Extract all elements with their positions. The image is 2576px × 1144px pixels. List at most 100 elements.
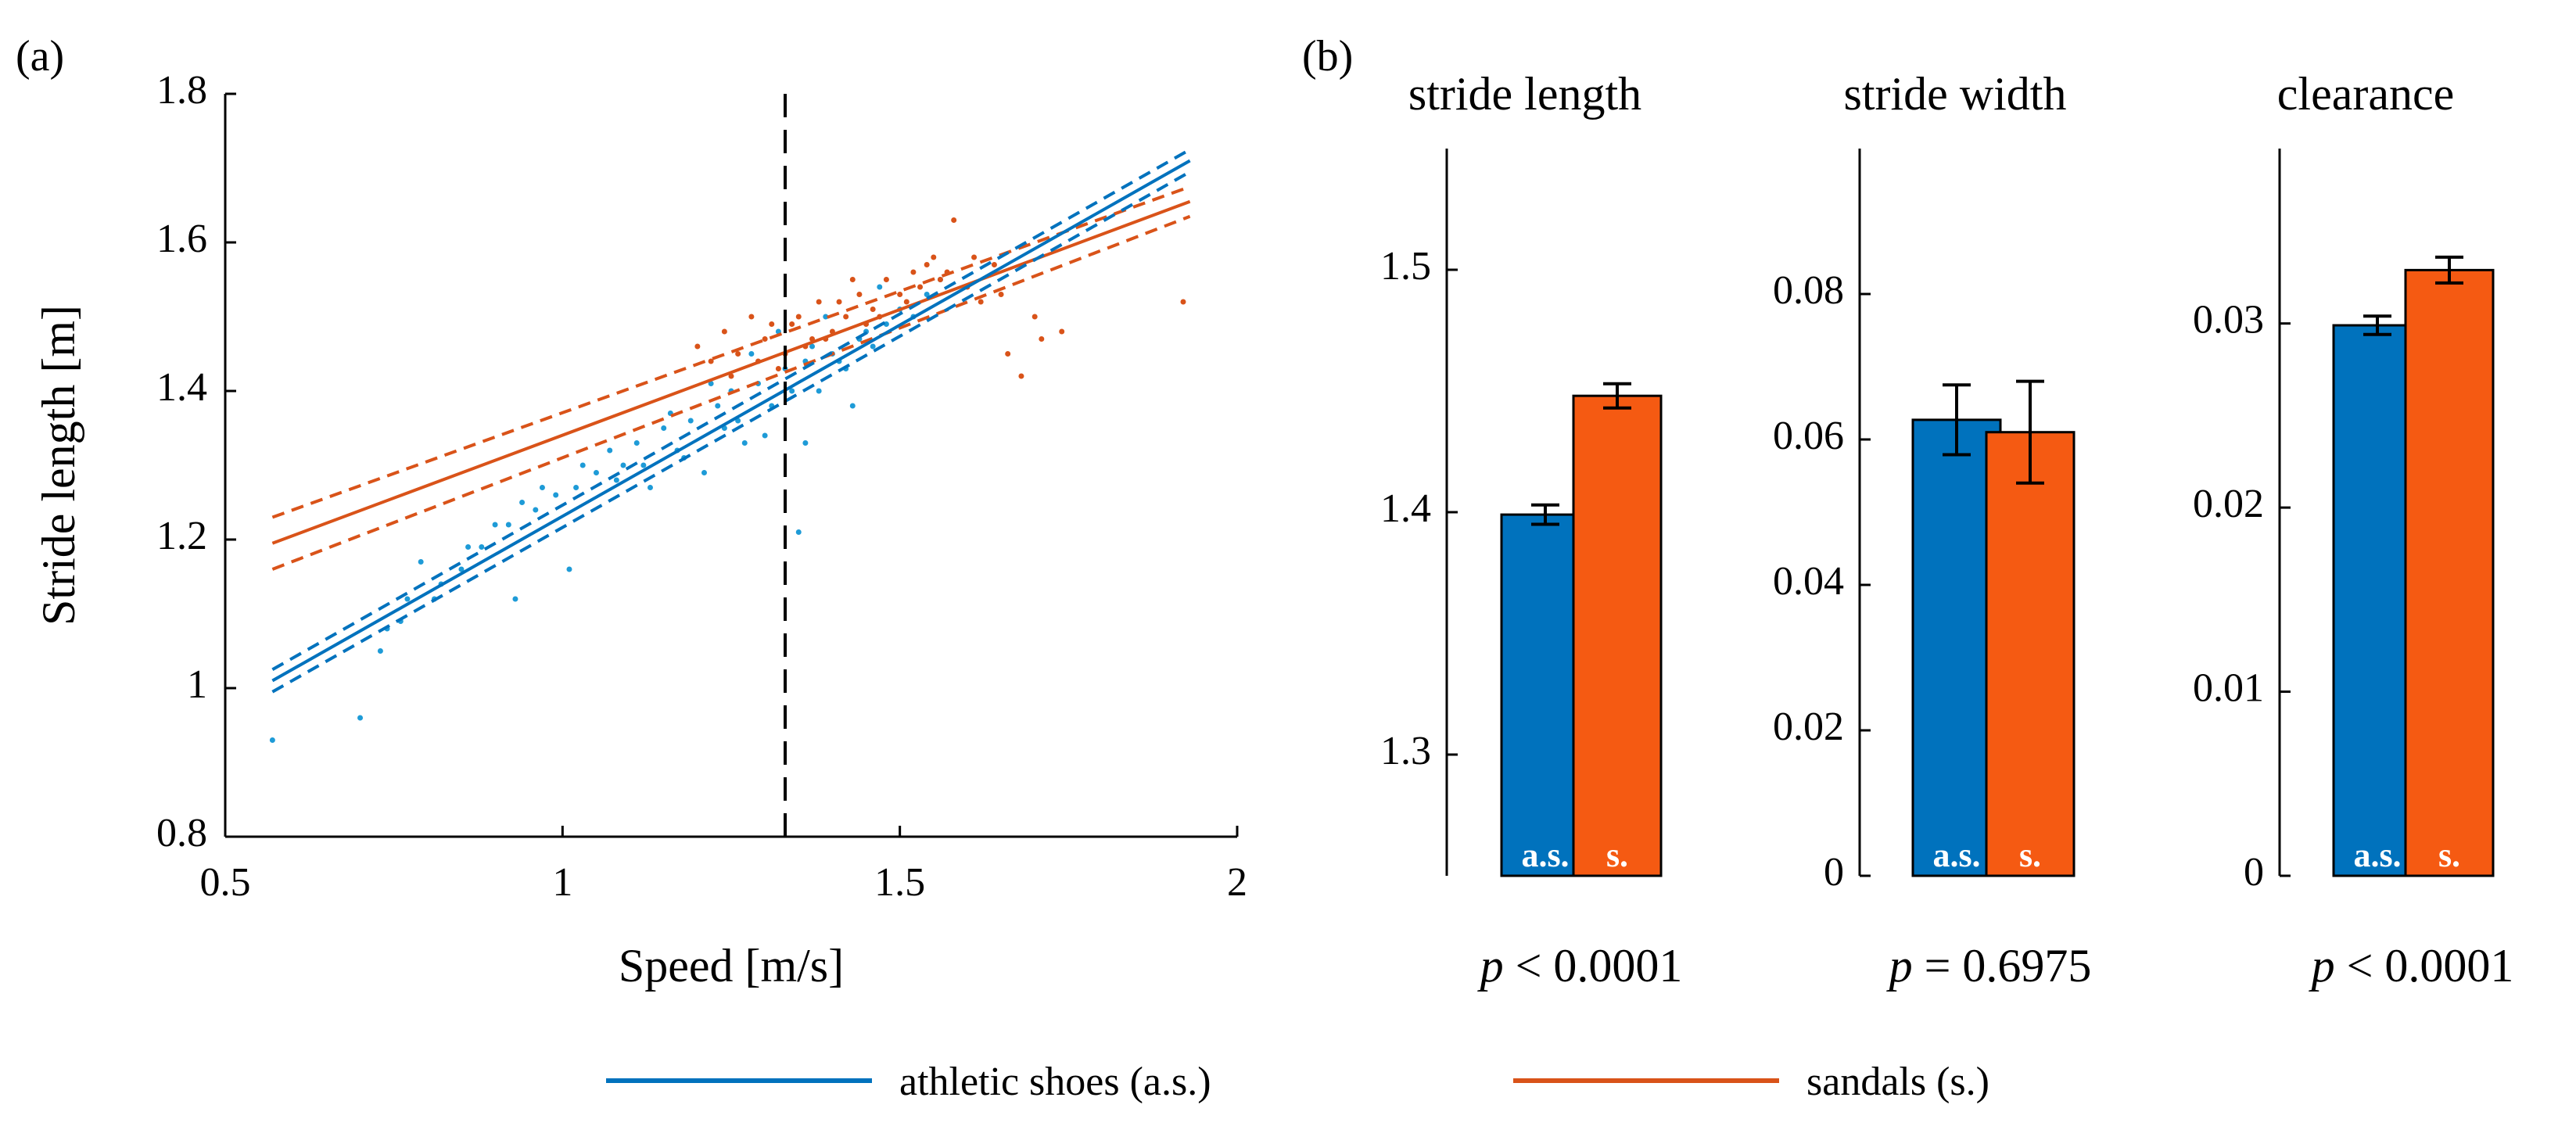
y-tick-label: 0 — [1824, 850, 1844, 895]
sandals-data-point — [883, 277, 889, 282]
error-bar-sandals — [2435, 255, 2463, 285]
athletic-data-point — [566, 566, 572, 572]
x-tick-label: 1 — [552, 860, 572, 905]
y-tick-label: 0.08 — [1773, 268, 1844, 313]
panel-a: (a) 0.8 1 1.2 1.4 1.6 1.8 0.5 1 1.5 2 Sp… — [16, 32, 1247, 992]
legend-label-athletic: athletic shoes (a.s.) — [899, 1060, 1211, 1104]
legend-label-sandals: sandals (s.) — [1806, 1060, 1989, 1104]
bar-label-sandals: s. — [2019, 836, 2041, 874]
y-tick-label: 0.06 — [1773, 414, 1844, 458]
x-tick-label: 1.5 — [874, 860, 925, 905]
sandals-points-group — [694, 217, 1186, 379]
y-tick-label: 0.02 — [1773, 705, 1844, 749]
athletic-data-point — [809, 343, 816, 350]
error-bar-athletic-shoes — [2363, 314, 2391, 336]
y-tick-label: 1.4 — [156, 365, 207, 410]
athletic-data-point — [762, 432, 768, 439]
sandals-data-point — [937, 277, 943, 282]
athletic-data-point — [877, 284, 883, 290]
athletic-data-point — [553, 492, 559, 498]
athletic-data-point — [687, 418, 694, 424]
sandals-data-point — [1005, 351, 1011, 357]
sandals-data-point — [775, 366, 781, 371]
error-bar-sandals — [2016, 379, 2044, 485]
athletic-data-point — [505, 522, 511, 528]
y-tick-label: 1.8 — [156, 68, 207, 113]
athletic-data-point — [883, 321, 889, 327]
athletic-data-point — [661, 425, 667, 431]
sandals-data-point — [998, 292, 1004, 297]
subplot-stride-length: stride length 1.3 1.4 1.5 a.s. s. p < 0.… — [1380, 68, 1682, 992]
athletic-data-point — [404, 596, 411, 602]
sandals-data-point — [917, 284, 924, 290]
sandals-data-point — [795, 314, 802, 320]
x-tick-label: 0.5 — [200, 860, 251, 905]
athletic-data-point — [377, 648, 383, 654]
sandals-data-point — [843, 314, 849, 320]
athletic-data-point — [579, 462, 586, 468]
athletic-data-point — [748, 351, 755, 357]
y-tick-label: 0.8 — [156, 811, 207, 855]
p-value-label: p = 0.6975 — [1886, 940, 2092, 992]
x-tick-group: 0.5 1 1.5 2 — [200, 826, 1247, 905]
bar-label-athletic: a.s. — [1521, 836, 1569, 874]
subplot-title: stride length — [1408, 68, 1641, 120]
sandals-data-point — [991, 262, 997, 267]
sandals-data-point — [1059, 328, 1065, 335]
athletic-data-point — [613, 477, 619, 483]
error-bar-sandals — [1603, 382, 1631, 410]
subplot-clearance: clearance 0 0.01 0.02 0.03 a.s. s. p < 0… — [2193, 68, 2513, 992]
athletic-data-point — [539, 485, 545, 490]
athletic-data-point — [823, 314, 829, 320]
athletic-data-point — [701, 470, 707, 475]
sandals-data-point — [978, 299, 984, 305]
athletic-data-point — [357, 715, 364, 721]
sandals-data-point — [870, 307, 876, 312]
p-symbol: p — [1886, 940, 1913, 992]
athletic-data-point — [741, 440, 748, 446]
sandals-data-point — [762, 336, 768, 342]
athletic-data-point — [465, 544, 472, 550]
sandals-ci-lower-line — [271, 214, 1191, 571]
sandals-data-point — [971, 254, 978, 260]
y-tick-label: 1.3 — [1380, 729, 1431, 773]
y-tick-label: 1.4 — [1380, 486, 1431, 531]
athletic-data-point — [715, 403, 721, 409]
athletic-ci-lower-line — [271, 170, 1191, 694]
bar-sandals — [1985, 431, 2076, 877]
x-tick-label: 2 — [1227, 860, 1247, 905]
athletic-data-point — [924, 292, 930, 297]
legend: athletic shoes (a.s.) sandals (s.) — [606, 1060, 1989, 1104]
p-value-text: = 0.6975 — [1913, 940, 2092, 992]
sandals-data-point — [708, 358, 714, 364]
bar-sandals — [1572, 394, 1663, 877]
bar-label-athletic: a.s. — [2353, 836, 2401, 874]
sandals-data-point — [1031, 314, 1038, 320]
sandals-data-point — [735, 351, 741, 357]
athletic-data-point — [849, 403, 856, 409]
athletic-data-point — [802, 440, 809, 446]
y-tick-label: 1.6 — [156, 217, 207, 261]
athletic-data-point — [573, 485, 579, 490]
sandals-data-point — [910, 269, 917, 275]
athletic-data-point — [789, 388, 795, 394]
athletic-data-point — [479, 544, 485, 550]
sandals-data-point — [1180, 299, 1186, 305]
athletic-data-point — [607, 447, 613, 454]
athletic-data-point — [519, 500, 526, 505]
athletic-data-point — [533, 507, 539, 513]
sandals-data-point — [769, 321, 775, 327]
athletic-points-group — [269, 277, 943, 743]
p-value-label: p < 0.0001 — [1477, 940, 1683, 992]
sandals-data-point — [748, 314, 755, 320]
athletic-data-point — [620, 462, 626, 468]
y-tick-group: 0.8 1 1.2 1.4 1.6 1.8 — [156, 68, 236, 855]
athletic-data-point — [593, 470, 599, 475]
p-symbol: p — [2309, 940, 2335, 992]
sandals-data-point — [1018, 373, 1024, 379]
sandals-data-point — [694, 343, 701, 350]
bar-sandals — [2404, 268, 2495, 877]
sandals-data-point — [856, 292, 863, 297]
x-axis-label: Speed [m/s] — [619, 940, 844, 992]
